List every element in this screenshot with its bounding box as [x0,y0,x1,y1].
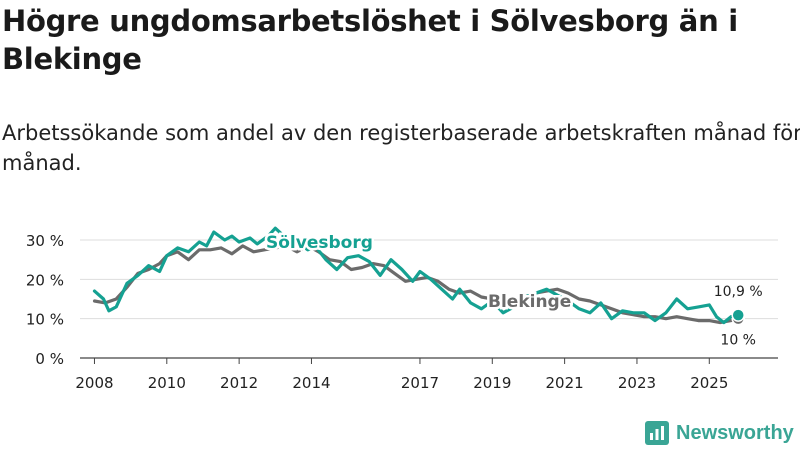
series-label: Sölvesborg [266,233,373,253]
x-tick-label: 2010 [148,374,186,392]
x-tick-label: 2014 [292,374,330,392]
y-tick-label: 0 % [35,350,64,368]
series-label: Blekinge [488,292,571,312]
x-tick-label: 2008 [75,374,113,392]
y-tick-label: 30 % [26,232,64,250]
series-end-point [731,308,745,322]
x-tick-label: 2025 [690,374,728,392]
series-line-blekinge [92,244,740,325]
label-layer: 0 % 10 % 20 % 30 % 2008 2010 2012 2014 2017 2019 2… [26,231,763,393]
y-tick-label: 20 % [26,271,64,289]
x-tick-label: 2017 [401,374,439,392]
x-tick-label: 2019 [473,374,511,392]
brand[interactable]: Newsworthy [645,420,794,446]
series-end-value-label: 10,9 % [714,284,763,300]
x-tick-label: 2021 [546,374,584,392]
line-layer [92,226,745,326]
series-label-halo: Sölvesborg [266,233,373,253]
brand-name: Newsworthy [676,421,794,444]
y-tick-label: 10 % [26,311,64,329]
chart-subtitle: Arbetssökande som andel av den registerb… [2,121,800,175]
bar-chart-logo-icon [645,421,669,445]
series-line-sölvesborg [92,226,740,325]
x-tick-label: 2023 [618,374,656,392]
x-tick-label: 2012 [220,374,258,392]
series-label-halo: Blekinge [488,292,571,312]
chart-title: Högre ungdomsarbetslöshet i Sölvesborg ä… [2,4,738,76]
series-end-value-label: 10 % [720,333,756,349]
